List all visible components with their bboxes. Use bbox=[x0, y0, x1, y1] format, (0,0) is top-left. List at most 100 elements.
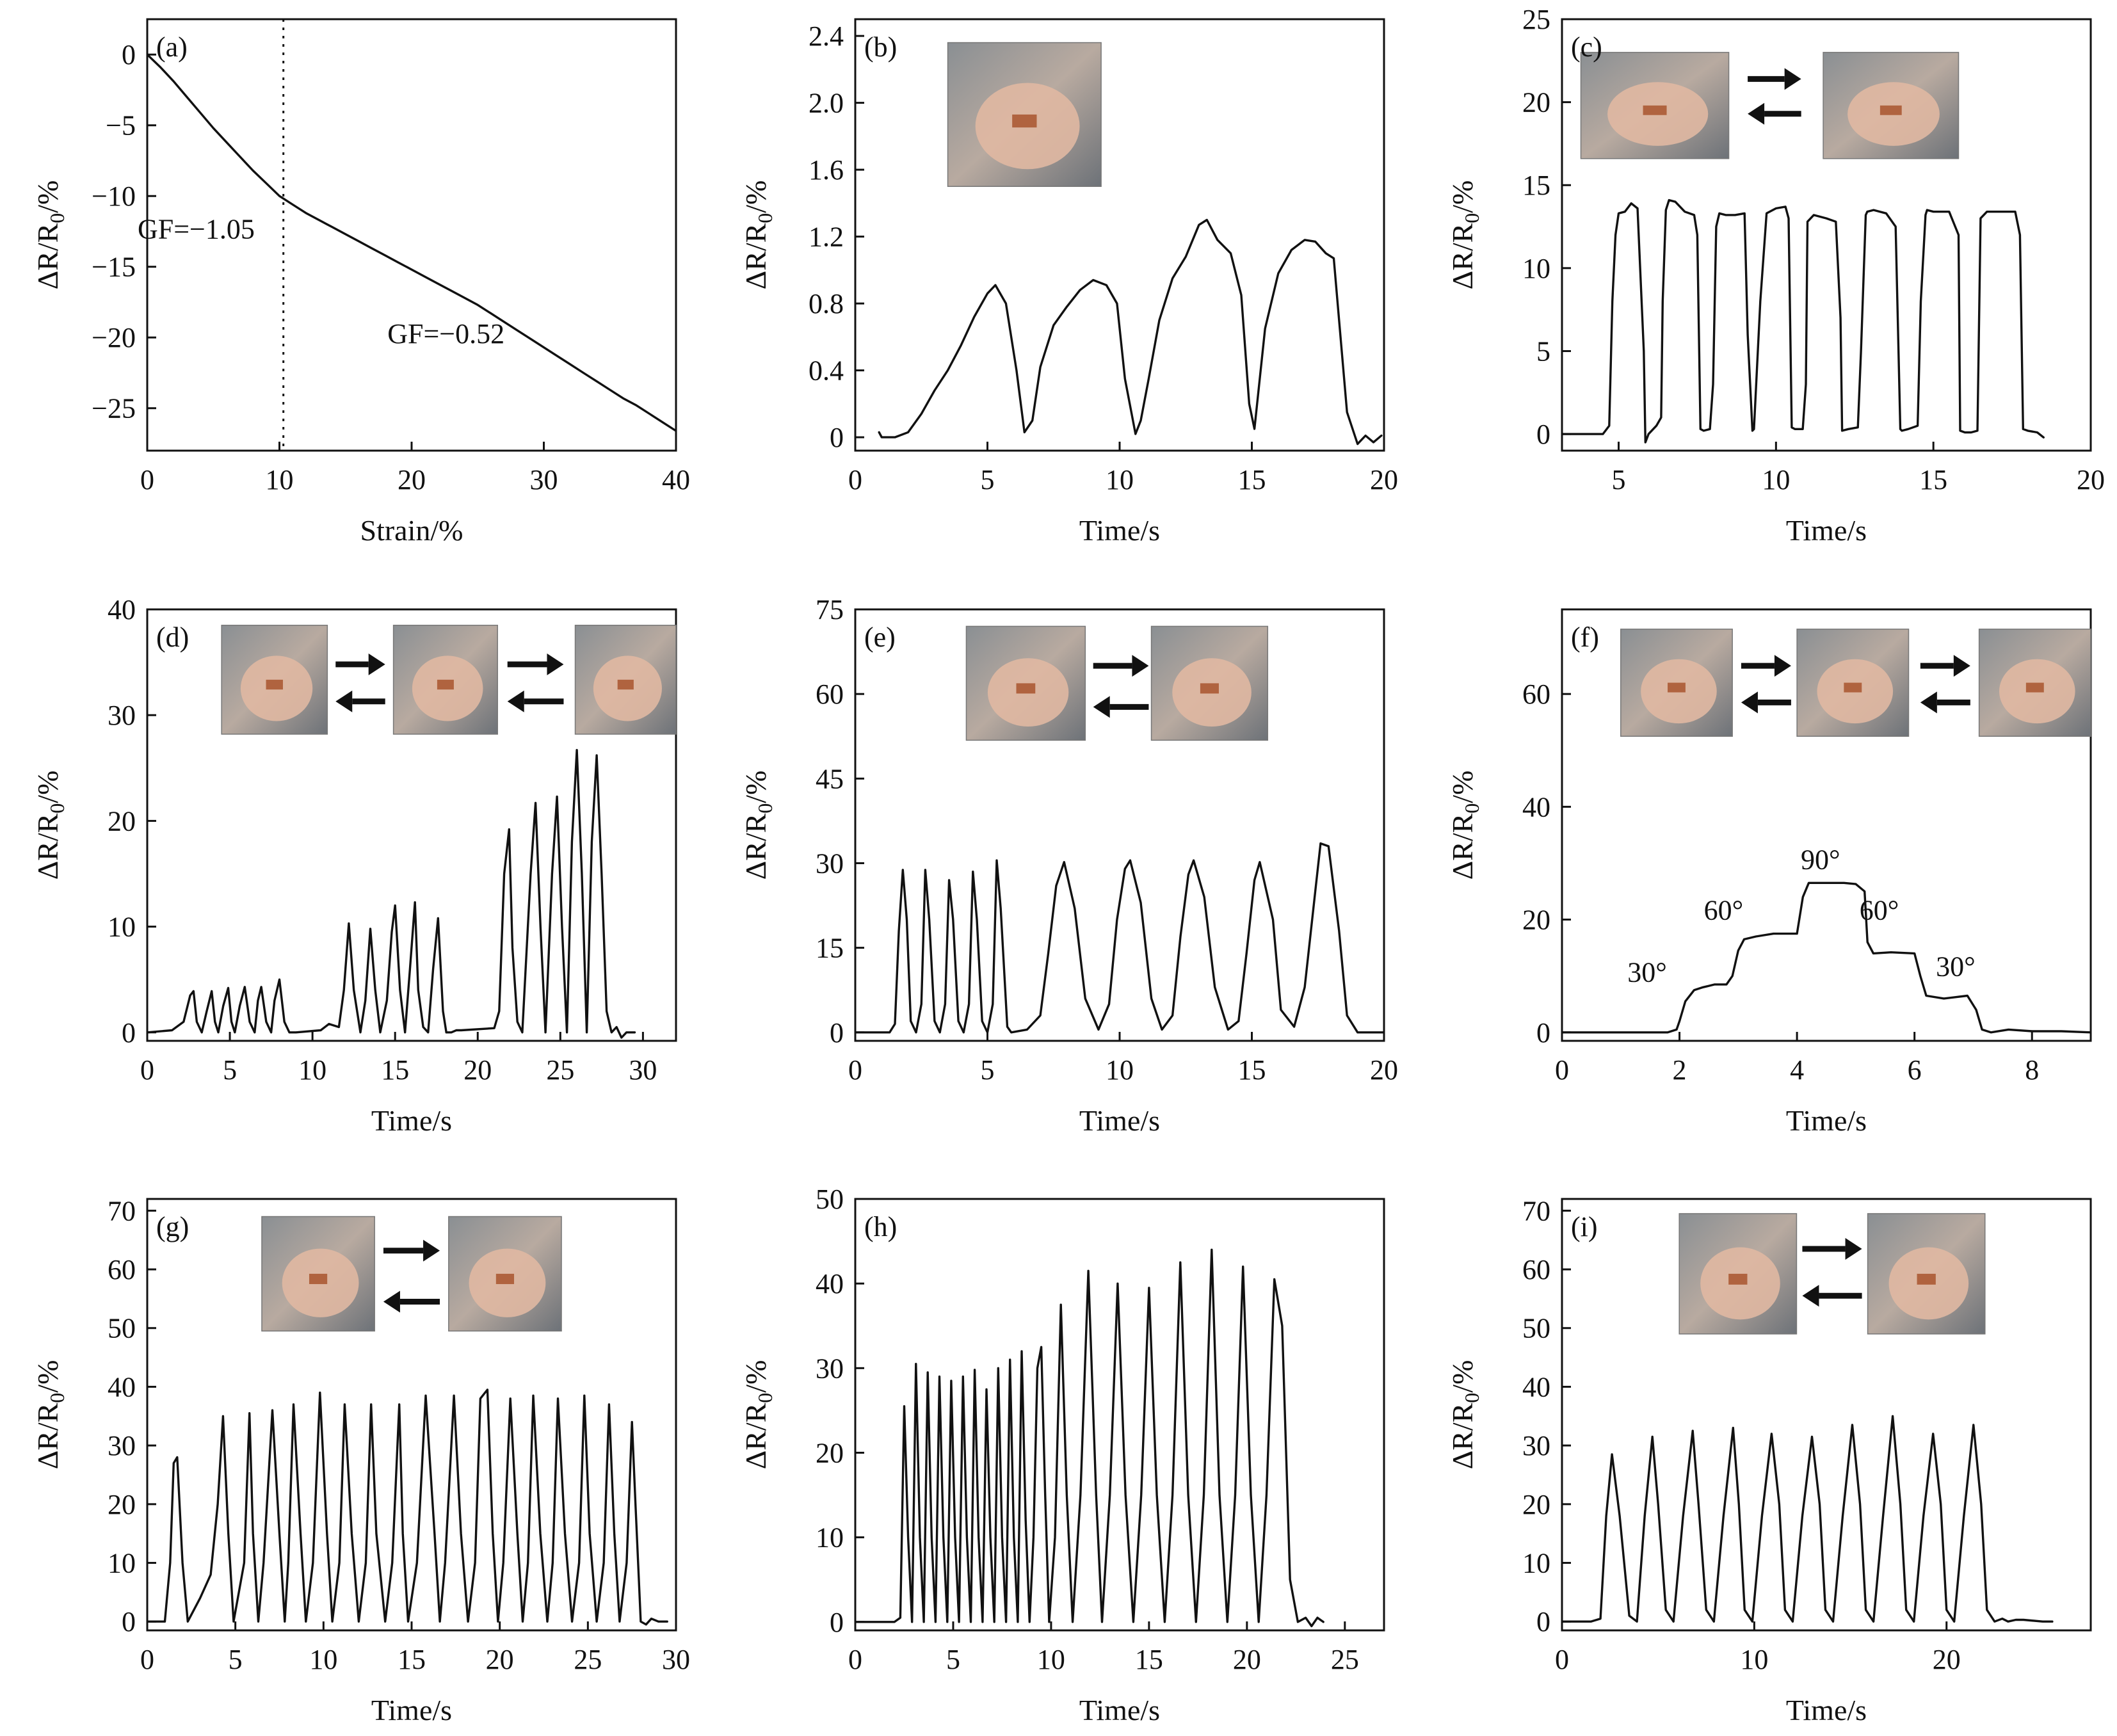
chart-b-y-tick-label: 0.8 bbox=[809, 288, 844, 319]
chart-c-fist-photo-sensor bbox=[1643, 105, 1667, 115]
chart-d-x-tick-label: 20 bbox=[463, 1054, 492, 1086]
chart-i-y-tick-label: 10 bbox=[1522, 1548, 1550, 1579]
chart-b: 0 5 10 15 2000.40.81.21.62.02.4Time/sΔR/R0/%… bbox=[739, 18, 1398, 547]
chart-d-y-tick-label: 20 bbox=[108, 805, 136, 837]
chart-c-y-tick-label: 5 bbox=[1536, 335, 1550, 367]
chart-g-y-tick-label: 10 bbox=[108, 1548, 136, 1579]
chart-g-y-tick-label: 20 bbox=[108, 1489, 136, 1520]
chart-e-x-axis-title: Time/s bbox=[1079, 1104, 1160, 1137]
chart-h-frame bbox=[854, 1198, 1385, 1632]
chart-f-annotation: 60° bbox=[1704, 895, 1744, 926]
chart-c-y-axis-title-unit: /% bbox=[1446, 181, 1479, 213]
chart-f-x-tick-label: 2 bbox=[1673, 1054, 1687, 1086]
chart-d-x-tick-label: 30 bbox=[629, 1054, 657, 1086]
chart-c-y-tick-label: 15 bbox=[1522, 170, 1550, 201]
chart-f-finger-half-bent-photo-sensor bbox=[1844, 682, 1862, 693]
chart-e-y-axis-title-main: ΔR/R bbox=[739, 813, 772, 880]
chart-e-finger-bent-photo bbox=[1150, 625, 1269, 741]
chart-i-arm-straight-photo bbox=[1678, 1213, 1798, 1335]
chart-b-x-tick-label: 20 bbox=[1370, 464, 1398, 495]
chart-d-y-axis-title-main: ΔR/R bbox=[31, 813, 64, 880]
chart-a-y-tick-label: −25 bbox=[92, 393, 136, 424]
chart-e-y-tick-label: 75 bbox=[816, 594, 844, 625]
chart-a-y-tick-label: −10 bbox=[92, 181, 136, 212]
chart-a-y-axis-title-unit: /% bbox=[31, 181, 64, 213]
chart-f-panel-label: (f) bbox=[1571, 622, 1599, 653]
chart-g-series-line bbox=[147, 1388, 668, 1626]
chart-g-y-axis-title-unit: /% bbox=[31, 1360, 64, 1393]
chart-d-finger-straight-photo bbox=[221, 625, 328, 735]
chart-f-x-tick-label: 0 bbox=[1555, 1054, 1569, 1086]
chart-b-neck-photo-sensor bbox=[1012, 114, 1037, 128]
chart-b-neck-photo bbox=[947, 42, 1102, 187]
chart-a-x-tick-label: 40 bbox=[662, 464, 690, 495]
chart-b-x-tick-label: 5 bbox=[981, 464, 995, 495]
chart-a-y-tick-label: −20 bbox=[92, 322, 136, 353]
chart-e-panel-label: (e) bbox=[864, 622, 896, 653]
chart-h-y-axis-title: ΔR/R0/% bbox=[739, 1360, 777, 1470]
chart-h-y-axis-title-sub: 0 bbox=[753, 1393, 777, 1403]
chart-g-y-tick-label: 70 bbox=[108, 1195, 136, 1226]
chart-d-y-axis-title-unit: /% bbox=[31, 771, 64, 803]
chart-f-finger-half-bent-photo bbox=[1796, 629, 1910, 737]
chart-h-y-tick-label: 50 bbox=[816, 1184, 844, 1215]
chart-d-arrow-right-head bbox=[547, 653, 564, 675]
chart-g-x-tick-label: 10 bbox=[309, 1644, 337, 1675]
chart-c-x-tick-label: 5 bbox=[1612, 464, 1626, 495]
chart-f-arrow-right-head bbox=[1774, 655, 1791, 677]
chart-f-annotation: 60° bbox=[1860, 895, 1899, 926]
chart-f-arrow-left-head bbox=[1741, 691, 1758, 714]
chart-f-series-line bbox=[1562, 881, 2091, 1034]
chart-b-y-tick-label: 1.2 bbox=[809, 221, 844, 253]
chart-f-finger-fully-bent-photo-sensor bbox=[2025, 682, 2044, 693]
chart-g-wrist-bent-photo-sensor bbox=[495, 1273, 515, 1285]
chart-d-y-tick-label: 40 bbox=[108, 594, 136, 625]
chart-c-y-tick-label: 10 bbox=[1522, 253, 1550, 284]
chart-h-y-axis-title-unit: /% bbox=[739, 1360, 772, 1393]
chart-h-y-tick-label: 40 bbox=[816, 1268, 844, 1299]
chart-c-y-axis-title-sub: 0 bbox=[1460, 213, 1483, 223]
chart-e-arrow-right-head bbox=[1132, 655, 1149, 677]
chart-a-x-tick-label: 10 bbox=[266, 464, 294, 495]
chart-h-x-tick-label: 25 bbox=[1331, 1644, 1359, 1675]
chart-e-finger-straight-photo-sensor bbox=[1016, 683, 1036, 694]
chart-b-x-axis-title: Time/s bbox=[1079, 514, 1160, 547]
chart-c-x-tick-label: 20 bbox=[2077, 464, 2105, 495]
chart-g-arrow-left-head bbox=[383, 1290, 400, 1313]
chart-h-y-axis-title-main: ΔR/R bbox=[739, 1402, 772, 1469]
chart-h-y-tick-label: 10 bbox=[816, 1522, 844, 1554]
chart-h-x-tick-label: 15 bbox=[1135, 1644, 1163, 1675]
chart-a-x-tick-label: 20 bbox=[398, 464, 426, 495]
chart-d-arrow-right-head bbox=[368, 653, 385, 675]
chart-d-x-tick-label: 5 bbox=[223, 1054, 237, 1086]
chart-e-x-tick-label: 15 bbox=[1238, 1054, 1266, 1086]
chart-b-y-axis-title-unit: /% bbox=[739, 181, 772, 213]
chart-d-finger-straight-photo-sensor bbox=[266, 679, 283, 690]
chart-d-finger-fully-bent-photo bbox=[574, 625, 677, 735]
chart-f-y-axis-title-sub: 0 bbox=[1460, 803, 1483, 814]
chart-i-x-axis-title: Time/s bbox=[1786, 1694, 1867, 1726]
chart-g-x-tick-label: 0 bbox=[140, 1644, 154, 1675]
chart-d-x-axis-title: Time/s bbox=[371, 1104, 452, 1137]
chart-i-x-tick-label: 20 bbox=[1933, 1644, 1961, 1675]
chart-f-arrow-right-head bbox=[1953, 655, 1970, 677]
chart-e-x-tick-label: 5 bbox=[981, 1054, 995, 1086]
chart-g-y-tick-label: 60 bbox=[108, 1254, 136, 1285]
chart-b-frame bbox=[854, 18, 1385, 452]
chart-f-x-axis-title: Time/s bbox=[1786, 1104, 1867, 1137]
chart-h-y-tick-label: 0 bbox=[830, 1607, 844, 1638]
chart-i-y-tick-label: 50 bbox=[1522, 1313, 1550, 1344]
chart-i-y-tick-label: 60 bbox=[1522, 1254, 1550, 1285]
chart-c-open-hand-photo bbox=[1823, 52, 1960, 159]
chart-e-y-axis-title: ΔR/R0/% bbox=[739, 771, 777, 880]
chart-i-y-axis-title: ΔR/R0/% bbox=[1446, 1360, 1483, 1470]
chart-i-y-axis-title-main: ΔR/R bbox=[1446, 1402, 1479, 1469]
chart-g-x-tick-label: 25 bbox=[574, 1644, 602, 1675]
chart-g-y-tick-label: 30 bbox=[108, 1430, 136, 1461]
chart-b-series-line bbox=[878, 218, 1383, 446]
chart-f-finger-straight-photo bbox=[1620, 629, 1733, 737]
chart-f: 0 2 4 6 80204060Time/sΔR/R0/%30°60°90°60°30°… bbox=[1446, 608, 2092, 1137]
